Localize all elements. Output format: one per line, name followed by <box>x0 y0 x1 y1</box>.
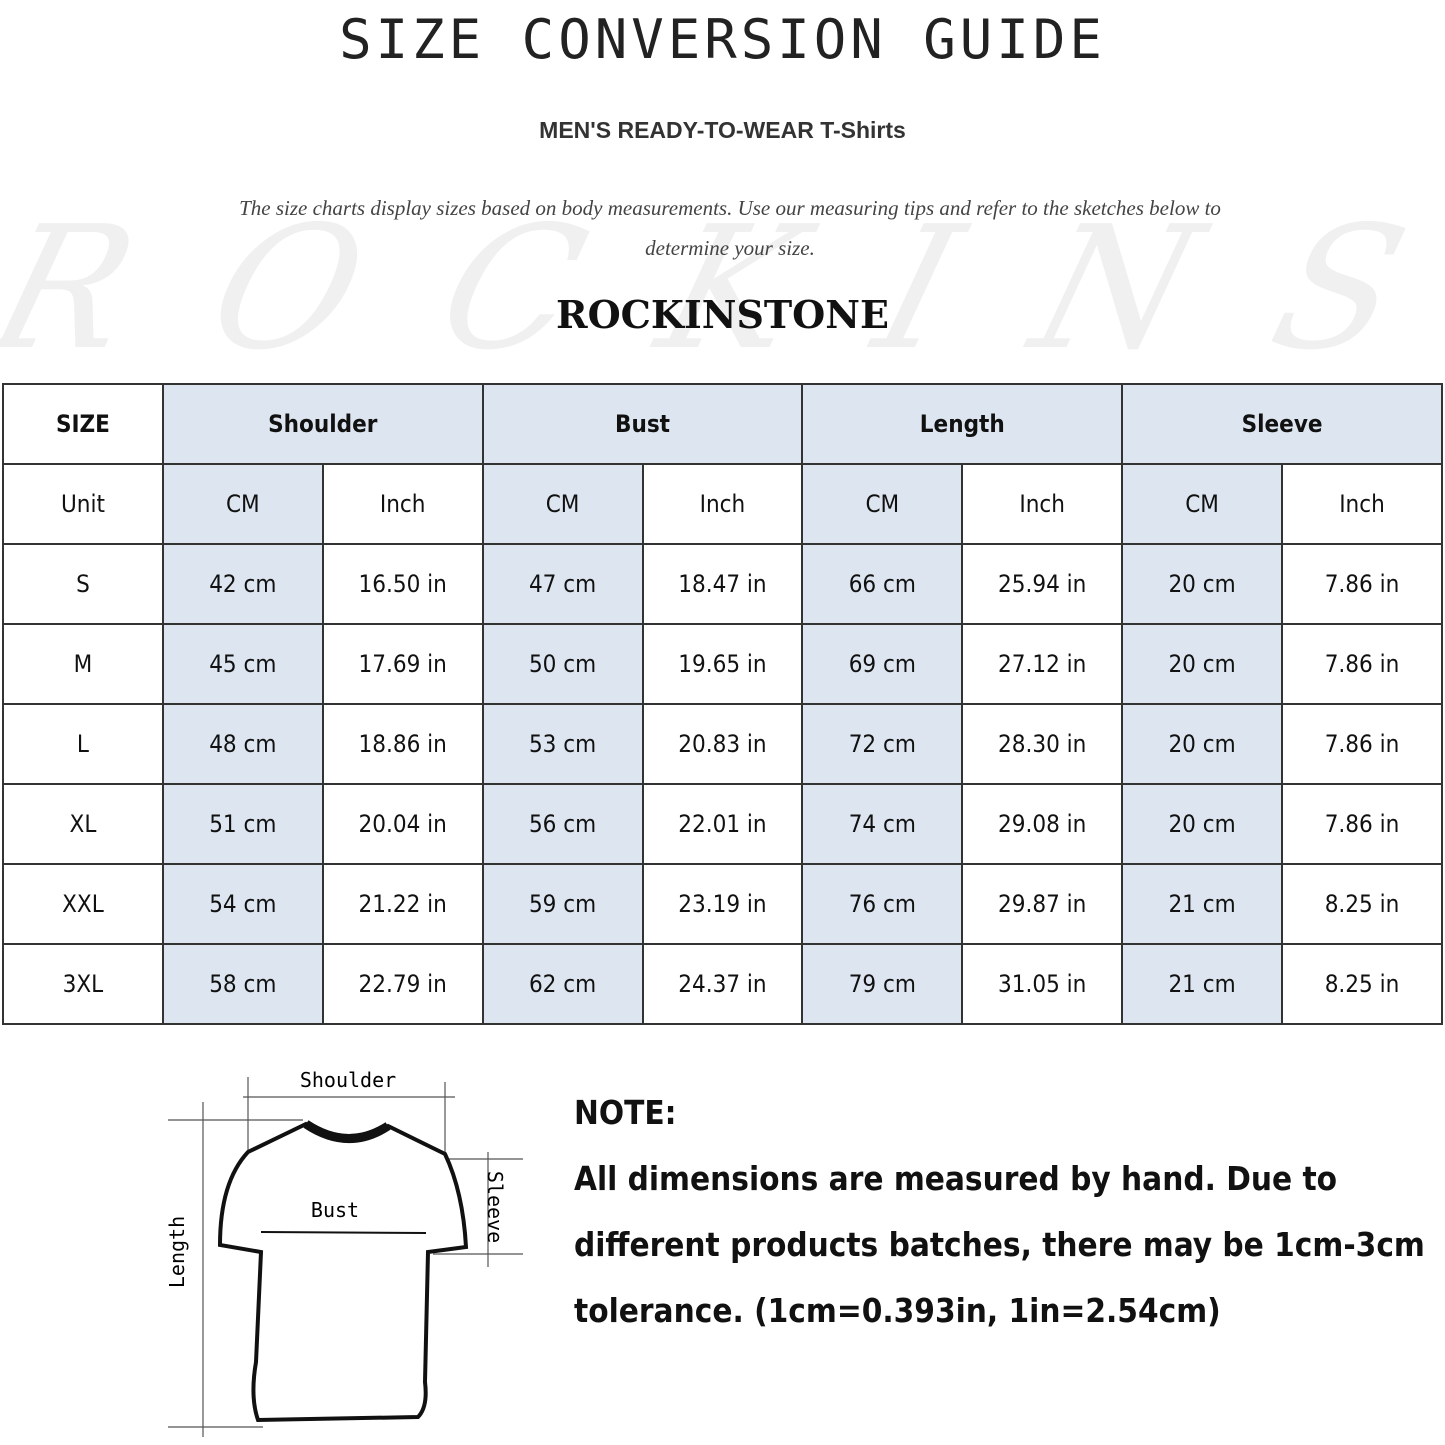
note-block: NOTE: All dimensions are measured by han… <box>574 1080 1434 1344</box>
unit-inch: Inch <box>321 463 484 545</box>
value-cell: 20.04 in <box>321 783 484 865</box>
value-cell: 76 cm <box>801 863 964 945</box>
group-header-shoulder: Shoulder <box>161 383 484 465</box>
value-cell: 21 cm <box>1121 863 1283 945</box>
value-cell: 7.86 in <box>1281 543 1443 625</box>
brand-name: ROCKINSTONE <box>556 292 889 337</box>
size-cell: XL <box>2 783 164 865</box>
table-header-row: SIZE Shoulder Bust Length Sleeve <box>2 383 1443 465</box>
unit-cm: CM <box>801 463 964 545</box>
table-row: XL 51 cm 20.04 in 56 cm 22.01 in 74 cm 29.08 i… <box>2 783 1443 865</box>
value-cell: 45 cm <box>161 623 324 705</box>
table-row: 3XL 58 cm 22.79 in 62 cm 24.37 in 79 cm 31.05 … <box>2 943 1443 1025</box>
value-cell: 7.86 in <box>1281 783 1443 865</box>
unit-row: Unit CM Inch CM Inch CM Inch CM Inch <box>2 463 1443 545</box>
unit-inch: Inch <box>961 463 1124 545</box>
value-cell: 69 cm <box>801 623 964 705</box>
group-header-length: Length <box>801 383 1124 465</box>
value-cell: 16.50 in <box>321 543 484 625</box>
value-cell: 25.94 in <box>961 543 1124 625</box>
value-cell: 20 cm <box>1121 623 1283 705</box>
value-cell: 22.01 in <box>641 783 804 865</box>
note-heading: NOTE: <box>574 1093 677 1132</box>
table-row: L 48 cm 18.86 in 53 cm 20.83 in 72 cm 28.30 in… <box>2 703 1443 785</box>
page-title: SIZE CONVERSION GUIDE <box>339 8 1106 71</box>
size-header: SIZE <box>2 383 164 465</box>
value-cell: 47 cm <box>481 543 644 625</box>
value-cell: 50 cm <box>481 623 644 705</box>
value-cell: 21 cm <box>1121 943 1283 1025</box>
table-row: XXL 54 cm 21.22 in 59 cm 23.19 in 76 cm 29.87 … <box>2 863 1443 945</box>
table-row: M 45 cm 17.69 in 50 cm 19.65 in 69 cm 27.12 in… <box>2 623 1443 705</box>
unit-cm: CM <box>481 463 644 545</box>
size-cell: XXL <box>2 863 164 945</box>
value-cell: 29.87 in <box>961 863 1124 945</box>
value-cell: 54 cm <box>161 863 324 945</box>
tshirt-measurement-sketch: Shoulder Bust Sleeve Length <box>165 1068 523 1437</box>
value-cell: 20 cm <box>1121 543 1283 625</box>
value-cell: 21.22 in <box>321 863 484 945</box>
size-table: SIZE Shoulder Bust Length Sleeve Unit CM Inch CM… <box>2 383 1443 1025</box>
value-cell: 62 cm <box>481 943 644 1025</box>
value-cell: 20.83 in <box>641 703 804 785</box>
group-header-sleeve: Sleeve <box>1121 383 1443 465</box>
value-cell: 23.19 in <box>641 863 804 945</box>
value-cell: 18.86 in <box>321 703 484 785</box>
value-cell: 66 cm <box>801 543 964 625</box>
value-cell: 29.08 in <box>961 783 1124 865</box>
sketch-label-bust: Bust <box>311 1198 359 1222</box>
value-cell: 72 cm <box>801 703 964 785</box>
unit-cm: CM <box>161 463 324 545</box>
value-cell: 8.25 in <box>1281 943 1443 1025</box>
unit-cm: CM <box>1121 463 1283 545</box>
sketch-label-shoulder: Shoulder <box>300 1068 396 1092</box>
value-cell: 17.69 in <box>321 623 484 705</box>
note-body: All dimensions are measured by hand. Due… <box>574 1159 1425 1330</box>
unit-label: Unit <box>2 463 164 545</box>
value-cell: 42 cm <box>161 543 324 625</box>
value-cell: 19.65 in <box>641 623 804 705</box>
value-cell: 24.37 in <box>641 943 804 1025</box>
value-cell: 20 cm <box>1121 703 1283 785</box>
size-cell: S <box>2 543 164 625</box>
unit-inch: Inch <box>641 463 804 545</box>
value-cell: 53 cm <box>481 703 644 785</box>
value-cell: 28.30 in <box>961 703 1124 785</box>
size-cell: M <box>2 623 164 705</box>
sketch-label-sleeve: Sleeve <box>483 1171 507 1243</box>
unit-inch: Inch <box>1281 463 1443 545</box>
value-cell: 7.86 in <box>1281 703 1443 785</box>
value-cell: 22.79 in <box>321 943 484 1025</box>
size-cell: 3XL <box>2 943 164 1025</box>
value-cell: 18.47 in <box>641 543 804 625</box>
value-cell: 31.05 in <box>961 943 1124 1025</box>
size-cell: L <box>2 703 164 785</box>
value-cell: 7.86 in <box>1281 623 1443 705</box>
value-cell: 48 cm <box>161 703 324 785</box>
tshirt-outline <box>217 1120 469 1423</box>
value-cell: 20 cm <box>1121 783 1283 865</box>
measure-lines <box>168 1077 523 1437</box>
value-cell: 56 cm <box>481 783 644 865</box>
value-cell: 74 cm <box>801 783 964 865</box>
value-cell: 59 cm <box>481 863 644 945</box>
sketch-label-length: Length <box>165 1216 189 1288</box>
table-row: S 42 cm 16.50 in 47 cm 18.47 in 66 cm 25.94 in… <box>2 543 1443 625</box>
group-header-bust: Bust <box>481 383 804 465</box>
value-cell: 51 cm <box>161 783 324 865</box>
value-cell: 8.25 in <box>1281 863 1443 945</box>
subtitle: MEN'S READY-TO-WEAR T-Shirts <box>539 117 906 143</box>
value-cell: 58 cm <box>161 943 324 1025</box>
value-cell: 27.12 in <box>961 623 1124 705</box>
description: The size charts display sizes based on b… <box>239 196 1221 260</box>
value-cell: 79 cm <box>801 943 964 1025</box>
